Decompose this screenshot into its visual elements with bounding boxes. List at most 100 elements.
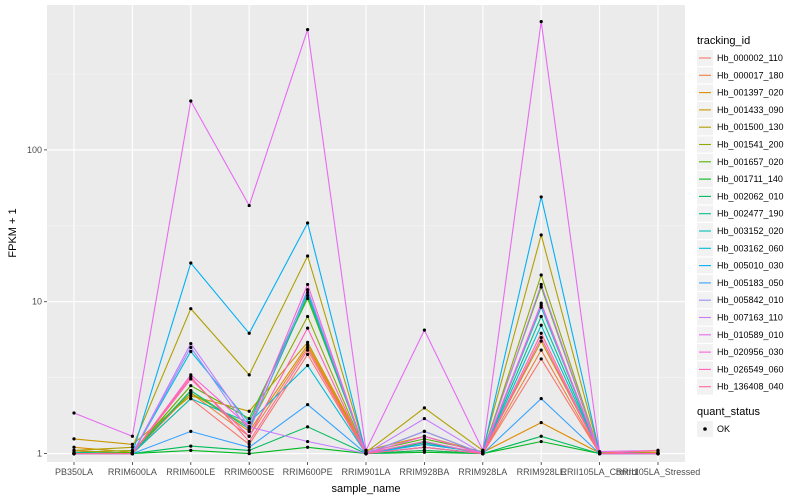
data-point xyxy=(422,448,426,452)
data-point xyxy=(130,434,134,438)
data-point xyxy=(306,290,310,295)
data-point xyxy=(189,394,193,398)
data-point xyxy=(539,282,543,287)
legend-item-label: Hb_003152_020 xyxy=(717,226,784,236)
data-point xyxy=(306,363,310,368)
y-axis-ticks: 1 10 100 xyxy=(27,145,47,459)
data-point xyxy=(189,341,193,346)
data-point xyxy=(306,348,310,352)
x-tick-label: RRIM600SE xyxy=(224,467,274,477)
data-point xyxy=(189,384,193,388)
data-point xyxy=(247,439,251,444)
status-legend-title: quant_status xyxy=(697,406,760,418)
data-point xyxy=(364,451,368,456)
legend-item-label: Hb_020956_030 xyxy=(717,347,784,357)
data-point xyxy=(422,429,426,433)
data-point xyxy=(539,323,543,327)
data-point xyxy=(598,451,602,456)
data-point xyxy=(247,434,251,438)
x-axis-ticks: PB350LA RRIM600LA RRIM600LE RRIM600SE RRIM60… xyxy=(55,462,700,477)
x-tick-label: RRII105LA_Stressed xyxy=(616,467,701,477)
data-point xyxy=(539,336,543,340)
legend-item-label: Hb_001500_130 xyxy=(717,122,784,132)
data-point xyxy=(247,416,251,421)
data-point xyxy=(539,233,543,237)
data-point xyxy=(247,331,251,335)
data-point xyxy=(189,444,193,448)
data-point xyxy=(422,439,426,444)
data-point xyxy=(539,331,543,335)
data-point xyxy=(306,343,310,347)
data-point xyxy=(422,437,426,441)
data-point xyxy=(422,406,426,410)
data-point xyxy=(306,340,310,344)
legend-item-label: Hb_010589_010 xyxy=(717,330,784,340)
x-tick-label: RRIM600LA xyxy=(108,467,157,477)
data-point xyxy=(539,434,543,438)
data-point xyxy=(422,328,426,332)
data-point xyxy=(306,425,310,429)
legend-item-label: Hb_136408_040 xyxy=(717,382,784,392)
data-point xyxy=(189,307,193,311)
legend-item-label: Hb_001541_200 xyxy=(717,140,784,150)
data-point xyxy=(189,375,193,379)
x-tick-label: RRIM928LA xyxy=(458,467,507,477)
data-point xyxy=(422,434,426,438)
data-point xyxy=(189,388,193,393)
legend-item-label: Hb_007163_110 xyxy=(717,313,783,323)
data-point xyxy=(656,451,660,456)
data-point xyxy=(306,293,310,298)
legend-item-label: Hb_001711_140 xyxy=(717,174,783,184)
data-point xyxy=(539,273,543,277)
data-point xyxy=(539,357,543,361)
data-point xyxy=(130,442,134,446)
y-axis-title: FPKM + 1 xyxy=(7,208,19,257)
data-point xyxy=(539,301,543,305)
data-point xyxy=(306,288,310,292)
data-point xyxy=(189,448,193,452)
y-tick-label: 1 xyxy=(37,449,42,459)
tracking-id-legend: tracking_id Hb_000002_110 Hb_000017_180 Hb… xyxy=(697,35,784,395)
data-point xyxy=(72,451,76,456)
legend-item-label: Hb_001433_090 xyxy=(717,105,784,115)
x-tick-label: RRIM600LE xyxy=(166,467,215,477)
data-point xyxy=(306,326,310,330)
data-point xyxy=(539,420,543,425)
y-tick-label: 10 xyxy=(32,297,42,307)
data-point xyxy=(72,411,76,415)
legend-item-label: Hb_002477_190 xyxy=(717,209,784,219)
x-axis-title: sample_name xyxy=(331,483,400,495)
data-point xyxy=(306,296,310,301)
data-point xyxy=(130,451,134,456)
quant-status-legend: quant_status OK xyxy=(697,406,760,437)
data-point xyxy=(306,282,310,287)
x-tick-label: RRII105LA_Control xyxy=(561,467,639,477)
data-point xyxy=(189,349,193,354)
legend-item-label: Hb_000017_180 xyxy=(717,70,784,80)
data-point xyxy=(539,285,543,289)
data-point xyxy=(422,445,426,449)
data-point xyxy=(247,420,251,425)
data-point xyxy=(306,314,310,319)
data-point xyxy=(247,409,251,413)
data-point xyxy=(247,203,251,208)
data-point xyxy=(539,397,543,401)
x-tick-label: RRIM600PE xyxy=(283,467,333,477)
data-point xyxy=(189,261,193,265)
legend-item-label: Hb_005183_050 xyxy=(717,278,784,288)
x-tick-label: RRIM928BA xyxy=(399,467,449,477)
data-point xyxy=(306,221,310,225)
data-point xyxy=(422,416,426,421)
data-point xyxy=(306,403,310,407)
legend-item-label: Hb_005010_030 xyxy=(717,261,784,271)
data-point xyxy=(72,445,76,449)
data-point xyxy=(656,448,660,452)
data-point xyxy=(481,448,485,452)
data-point xyxy=(247,451,251,456)
data-point xyxy=(130,445,134,449)
data-point xyxy=(539,348,543,352)
data-point xyxy=(247,425,251,429)
legend-item-label: Hb_000002_110 xyxy=(717,53,783,63)
data-point xyxy=(189,345,193,350)
